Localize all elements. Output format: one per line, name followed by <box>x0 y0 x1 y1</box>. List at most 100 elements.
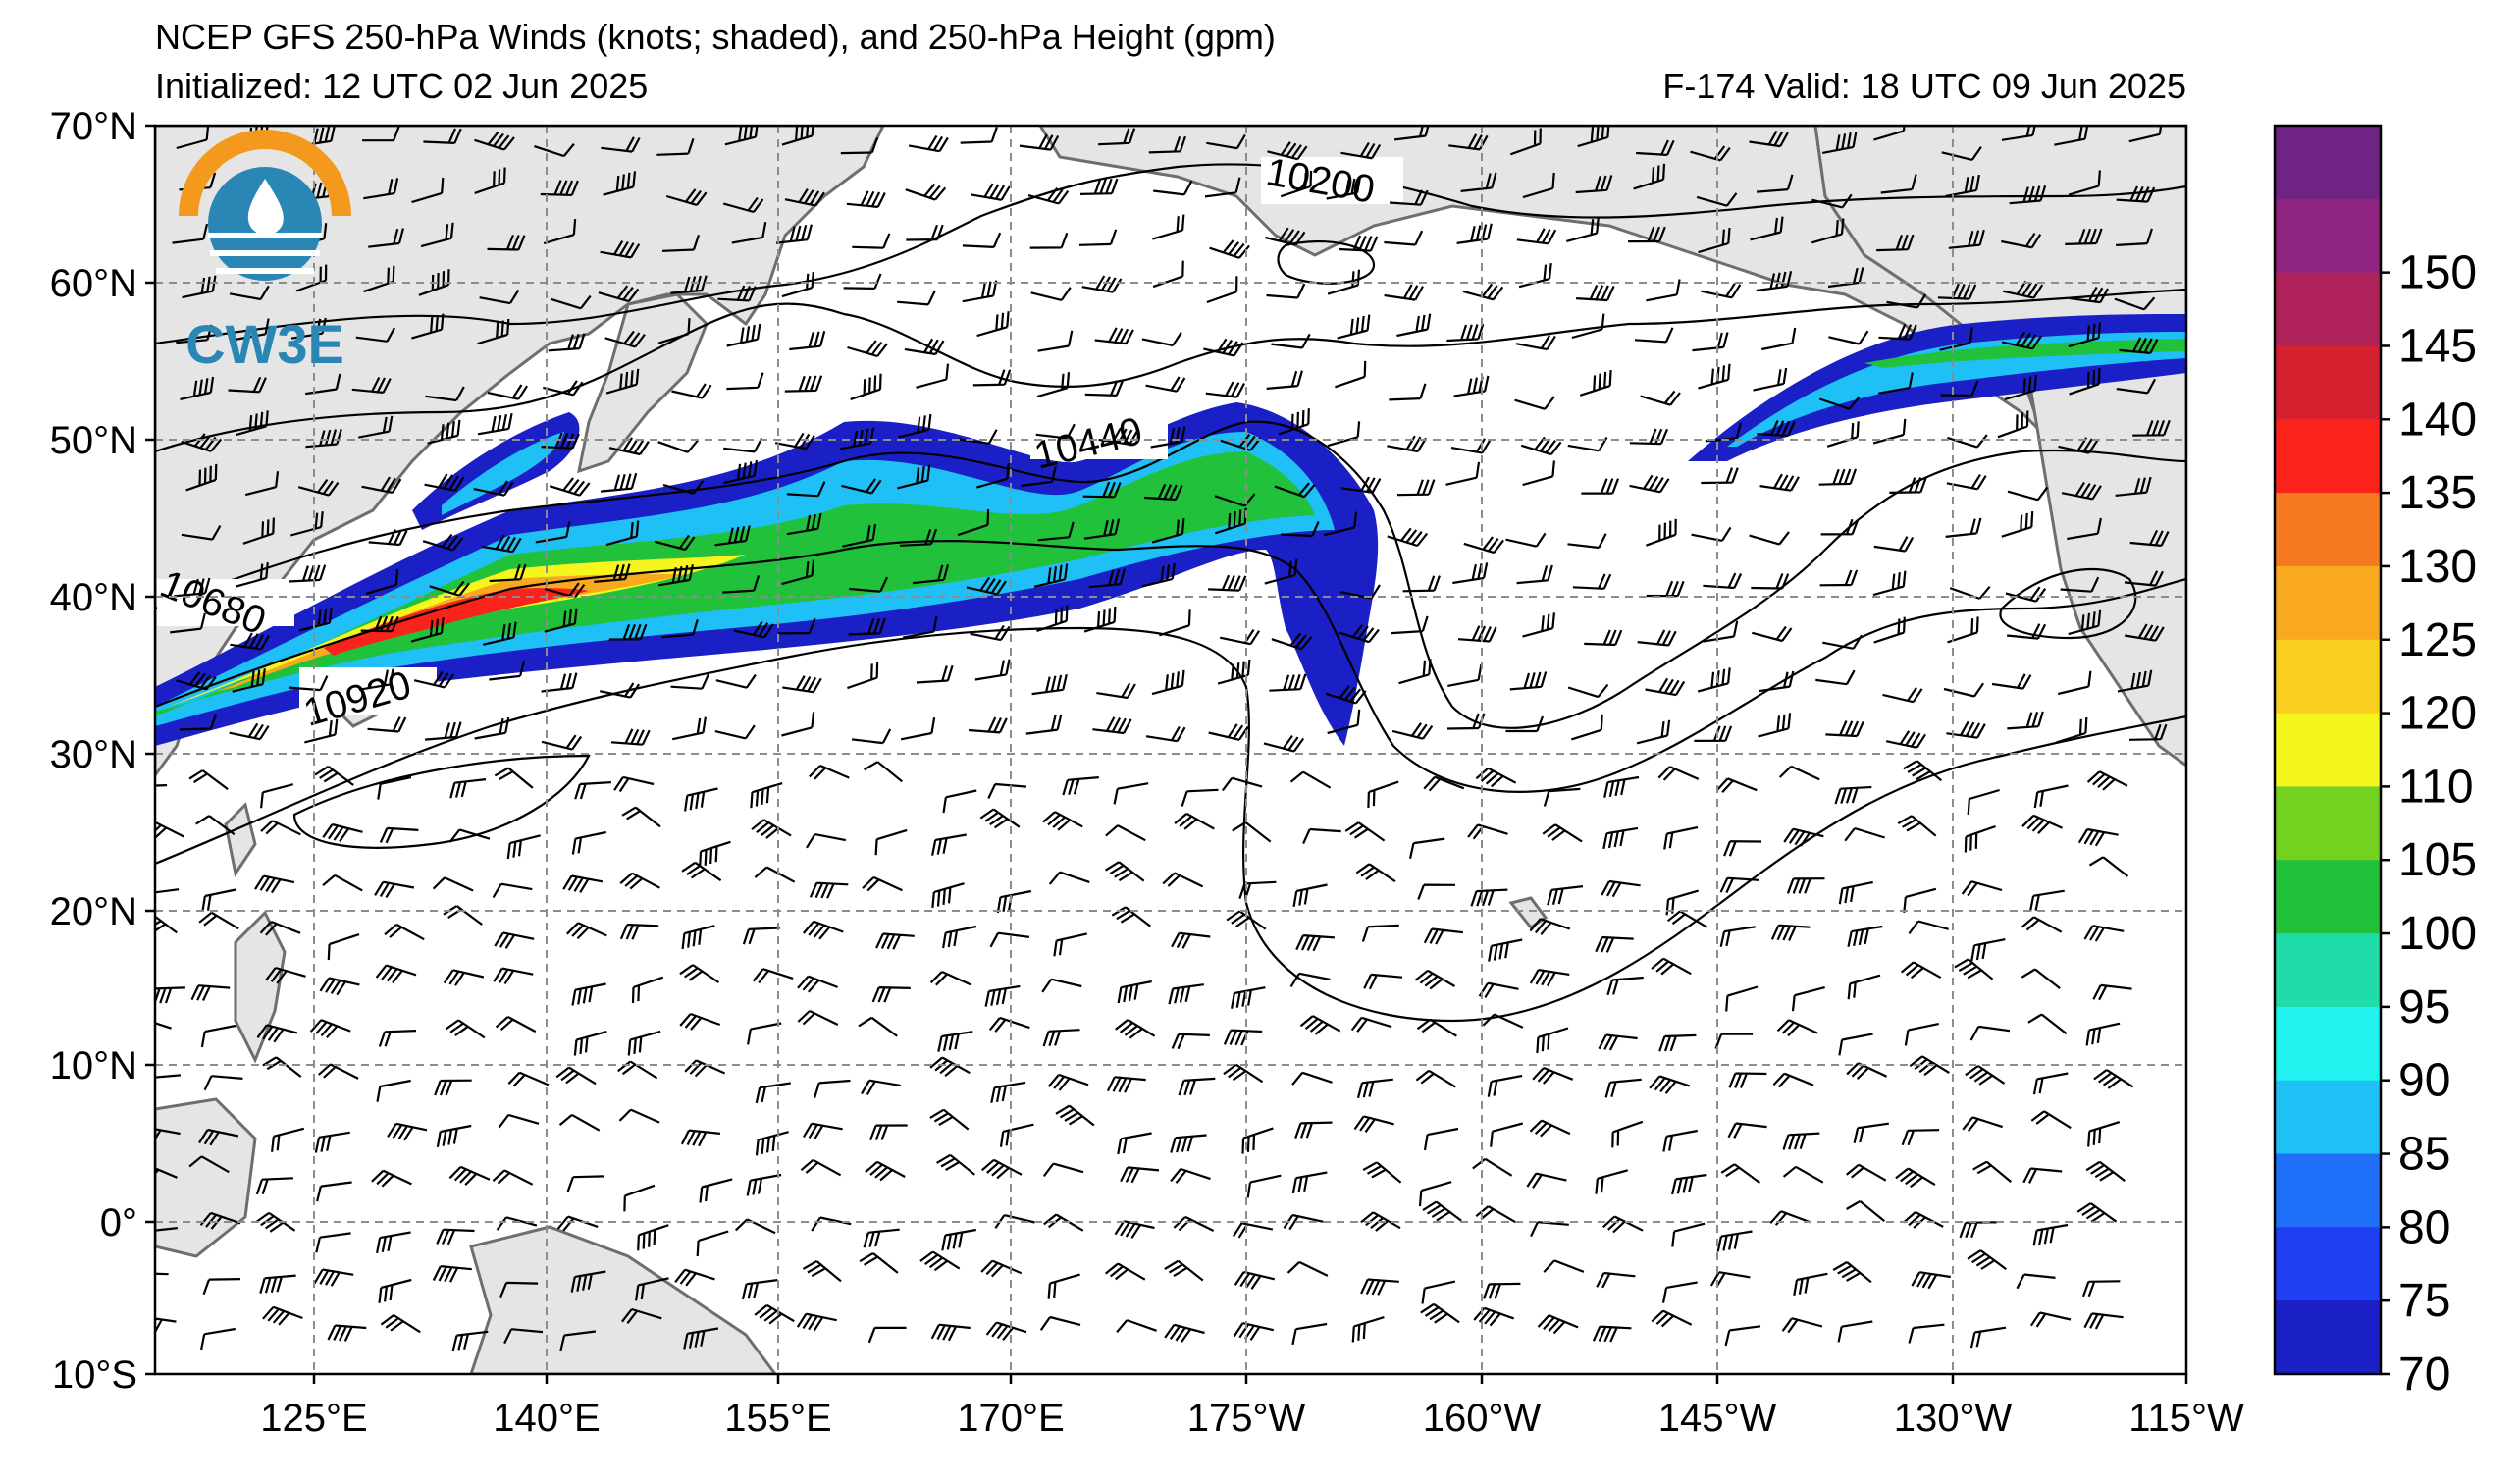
wind-barb <box>900 717 936 741</box>
wind-barb <box>1596 1271 1636 1289</box>
wind-barb <box>2093 1069 2134 1089</box>
wind-barb <box>1716 1230 1753 1252</box>
wind-barb <box>181 433 223 452</box>
wind-barb <box>1164 1323 1205 1343</box>
wind-barb <box>1390 189 1429 206</box>
wind-barb <box>1595 935 1634 953</box>
wind-barb <box>1822 634 1864 650</box>
wind-barb <box>1703 572 1743 590</box>
wind-barb <box>665 188 708 206</box>
wind-barb <box>1663 825 1699 850</box>
wind-barb <box>661 618 699 639</box>
wind-barb <box>786 512 822 536</box>
wind-barb <box>492 882 533 899</box>
wind-barb <box>1567 683 1609 699</box>
wind-barb <box>1959 1221 1998 1239</box>
wind-barb <box>255 1177 293 1195</box>
wind-barb <box>2128 723 2168 741</box>
wind-barb <box>1482 1013 1524 1029</box>
wind-barb <box>1456 223 1493 244</box>
wind-barb <box>254 874 295 894</box>
wind-barb <box>1756 270 1793 292</box>
wind-barb <box>1815 669 1856 686</box>
wind-barb <box>1897 815 1937 837</box>
wind-barb <box>1820 518 1860 536</box>
wind-barb <box>1081 275 1123 293</box>
wind-barb <box>2092 983 2132 1001</box>
wind-barb <box>236 561 269 588</box>
wind-barb <box>1265 227 1306 246</box>
colorbar-label: 75 <box>2398 1275 2450 1327</box>
wind-barb <box>1152 260 1184 289</box>
wind-barb <box>1367 780 1399 809</box>
wind-barb <box>1629 474 1670 494</box>
wind-barb <box>635 1277 669 1301</box>
wind-barb <box>2001 511 2034 538</box>
wind-barb <box>847 662 879 690</box>
wind-barb <box>423 128 462 144</box>
axis-ticks <box>145 124 2188 1384</box>
wind-barb <box>802 1260 842 1283</box>
wind-barb <box>316 1181 352 1202</box>
wind-barb <box>1945 517 1982 538</box>
wind-barb <box>974 659 1011 681</box>
wind-barb <box>1703 620 1739 643</box>
wind-barb <box>425 386 465 402</box>
wind-barb <box>1584 629 1623 647</box>
wind-barb <box>1408 837 1445 859</box>
colorbar-bin <box>2275 933 2381 1008</box>
wind-barb <box>1758 670 1795 693</box>
wind-barb <box>742 927 780 945</box>
wind-barb <box>487 234 526 251</box>
wind-barb <box>429 580 470 597</box>
wind-barb <box>1055 1104 1095 1127</box>
wind-barb <box>897 464 931 490</box>
wind-barb <box>905 183 947 201</box>
wind-barb <box>1033 563 1069 588</box>
wind-barb <box>1340 141 1382 160</box>
wind-barb <box>574 781 611 800</box>
map-frame <box>153 124 2188 1376</box>
wind-barb <box>176 671 217 691</box>
longitude-labels: 125°E 140°E 155°E 170°E 175°W 160°W 145°… <box>260 1397 2244 1440</box>
wind-barb <box>1853 1122 1889 1144</box>
wind-barb <box>1882 686 1923 704</box>
wind-barb <box>1361 924 1399 942</box>
lon-label: 140°E <box>493 1397 600 1440</box>
wind-barb <box>1299 1015 1341 1035</box>
wind-barb <box>746 1173 782 1196</box>
wind-barb <box>1398 659 1432 685</box>
wind-barb <box>494 931 535 949</box>
wind-barb <box>1031 673 1068 696</box>
wind-barb <box>1152 214 1185 240</box>
lon-label: 145°W <box>1658 1397 1777 1440</box>
wind-barb <box>1873 536 1915 553</box>
wind-barb <box>180 376 215 400</box>
wind-barb <box>1246 1174 1282 1198</box>
wind-barb <box>1039 1315 1081 1331</box>
wind-barb <box>1168 983 1204 1005</box>
valid-time: F-174 Valid: 18 UTC 09 Jun 2025 <box>1662 66 2186 106</box>
wind-barb <box>499 1281 539 1298</box>
wind-barb <box>548 333 586 352</box>
wind-barb <box>2007 486 2049 502</box>
wind-barb <box>2057 670 2092 696</box>
colorbar: 70 75 80 85 90 95 100 105 110 120 125 130 135 140 145 1… <box>2273 124 2477 1401</box>
wind-barb <box>506 834 541 860</box>
philippines <box>234 910 287 1064</box>
wind-barb <box>2055 716 2088 744</box>
colorbar-label: 135 <box>2398 467 2477 519</box>
wind-barb <box>1834 785 1872 805</box>
wind-barb <box>722 575 761 594</box>
wind-barb <box>1417 883 1456 900</box>
wind-barb <box>1393 126 1430 141</box>
wind-barb <box>1646 580 1685 598</box>
wind-barb <box>1965 1065 2006 1086</box>
wind-barb <box>362 126 400 142</box>
wind-barb <box>1231 986 1266 1009</box>
wind-barb <box>809 764 850 780</box>
wind-barb <box>1274 482 1316 499</box>
north-america <box>1813 126 2186 768</box>
wind-barb <box>2076 1202 2118 1223</box>
wind-barb <box>1697 667 1731 693</box>
